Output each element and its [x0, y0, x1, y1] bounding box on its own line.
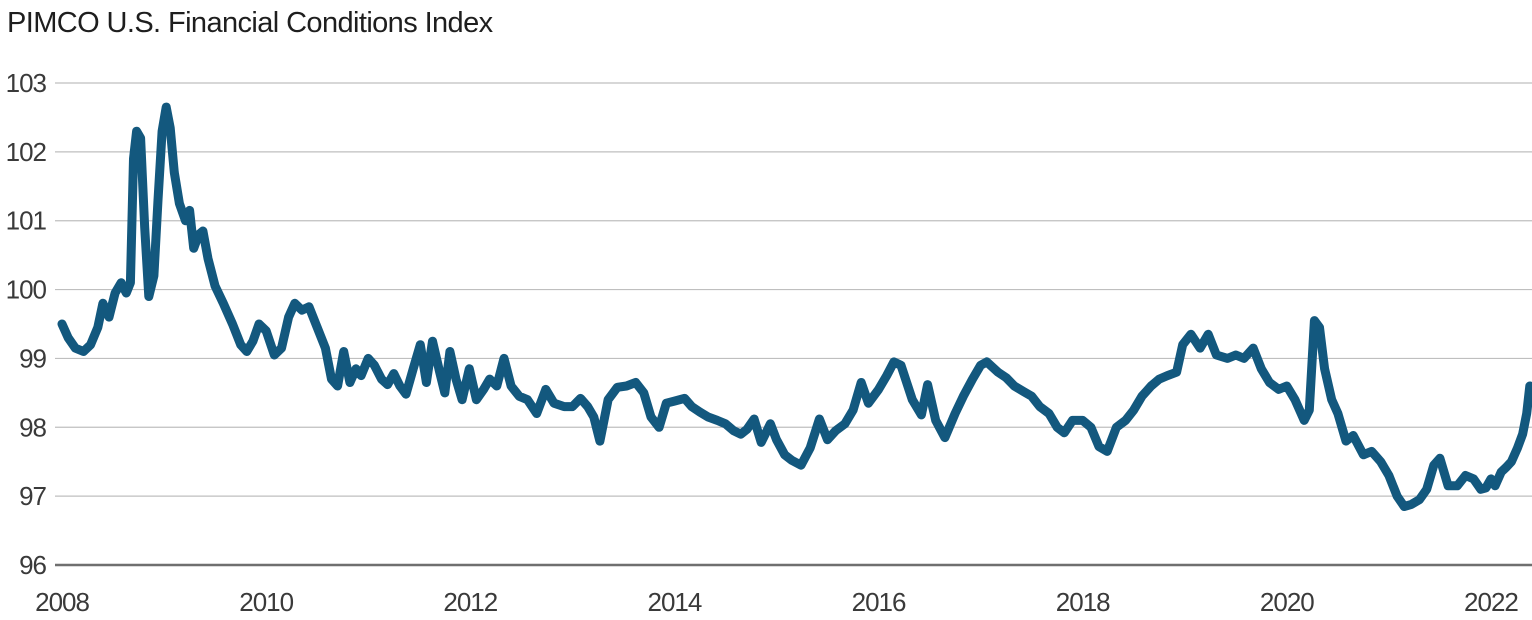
y-tick-label-103: 103 — [6, 68, 47, 98]
x-tick-label-2016: 2016 — [852, 587, 906, 617]
x-tick-label-2014: 2014 — [648, 587, 702, 617]
chart-title: PIMCO U.S. Financial Conditions Index — [7, 7, 493, 39]
y-tick-label-96: 96 — [19, 550, 46, 580]
y-tick-label-98: 98 — [19, 412, 46, 442]
x-tick-label-2008: 2008 — [35, 587, 89, 617]
x-tick-label-2012: 2012 — [443, 587, 497, 617]
x-tick-label-2018: 2018 — [1056, 587, 1110, 617]
y-tick-label-100: 100 — [6, 275, 47, 305]
x-tick-label-2020: 2020 — [1260, 587, 1314, 617]
fci-series-line — [57, 102, 1532, 511]
y-tick-label-101: 101 — [6, 206, 47, 236]
x-tick-label-2010: 2010 — [239, 587, 293, 617]
y-tick-label-97: 97 — [19, 481, 46, 511]
y-tick-label-99: 99 — [19, 343, 46, 373]
x-tick-label-2022: 2022 — [1464, 587, 1518, 617]
y-tick-label-102: 102 — [6, 137, 47, 167]
